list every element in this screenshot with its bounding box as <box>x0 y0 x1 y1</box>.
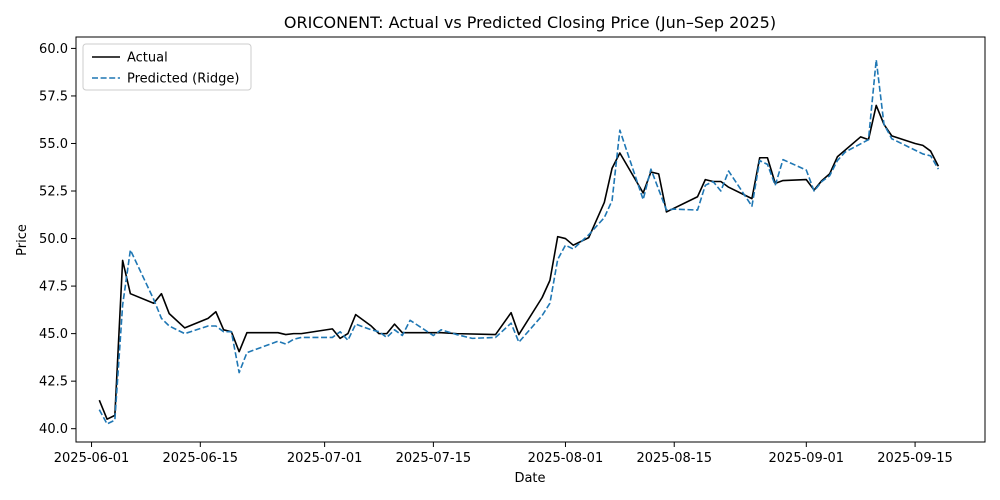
x-tick-label: 2025-07-15 <box>396 451 472 466</box>
legend-label-actual: Actual <box>127 51 168 66</box>
x-axis-label: Date <box>514 471 545 486</box>
y-tick-label: 40.0 <box>39 422 68 437</box>
x-tick-label: 2025-08-15 <box>636 451 712 466</box>
x-tick-label: 2025-06-15 <box>163 451 239 466</box>
y-tick-label: 52.5 <box>39 185 68 200</box>
y-tick-label: 45.0 <box>39 327 68 342</box>
y-tick-label: 60.0 <box>39 42 68 57</box>
y-tick-label: 47.5 <box>39 280 68 295</box>
y-tick-label: 57.5 <box>39 89 68 104</box>
plot-area: 2025-06-01 2025-06-15 2025-07-01 2025-07-15… <box>39 36 986 466</box>
chart-title: ORICONENT: Actual vs Predicted Closing P… <box>284 13 776 32</box>
legend-label-predicted: Predicted (Ridge) <box>127 72 239 87</box>
legend-box <box>82 43 252 91</box>
y-tick-label: 42.5 <box>39 375 68 390</box>
x-tick-label: 2025-09-01 <box>769 451 845 466</box>
x-tick-label: 2025-07-01 <box>287 451 363 466</box>
x-tick-label: 2025-09-15 <box>877 451 953 466</box>
y-tick-label: 55.0 <box>39 137 68 152</box>
x-tick-label: 2025-08-01 <box>528 451 604 466</box>
y-tick-label: 50.0 <box>39 232 68 247</box>
axes-frame <box>75 36 986 443</box>
y-axis-label: Price <box>15 224 30 256</box>
x-tick-label: 2025-06-01 <box>54 451 130 466</box>
series-line-predicted <box>98 59 940 425</box>
